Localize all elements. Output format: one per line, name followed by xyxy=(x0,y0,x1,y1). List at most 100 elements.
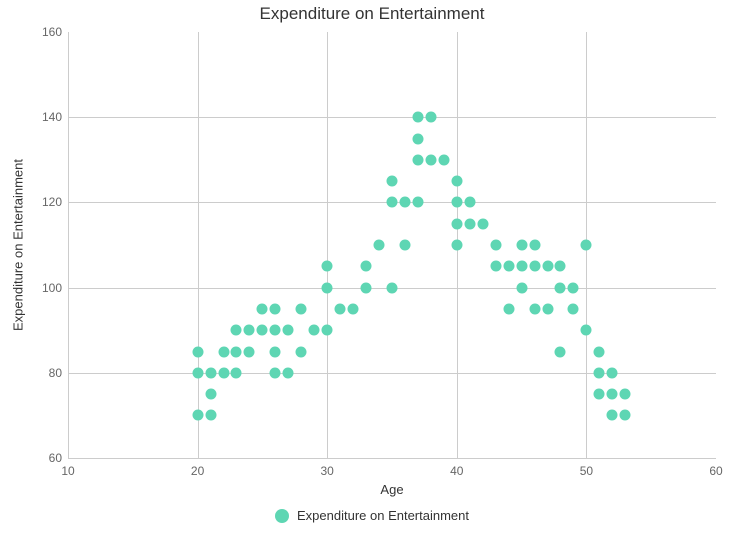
data-point xyxy=(218,346,229,357)
data-point xyxy=(555,346,566,357)
data-point xyxy=(205,410,216,421)
legend-label: Expenditure on Entertainment xyxy=(297,508,469,523)
gridline-horizontal xyxy=(68,117,716,118)
legend-swatch-icon xyxy=(275,509,289,523)
data-point xyxy=(555,261,566,272)
data-point xyxy=(231,367,242,378)
data-point xyxy=(451,197,462,208)
data-point xyxy=(451,240,462,251)
data-point xyxy=(568,303,579,314)
data-point xyxy=(412,133,423,144)
data-point xyxy=(568,282,579,293)
data-point xyxy=(516,261,527,272)
gridline-horizontal xyxy=(68,373,716,374)
y-tick-label: 60 xyxy=(40,451,62,465)
data-point xyxy=(231,346,242,357)
data-point xyxy=(425,112,436,123)
y-axis-label: Expenditure on Entertainment xyxy=(11,159,26,331)
x-tick-label: 50 xyxy=(580,464,593,478)
x-axis-line xyxy=(68,458,716,459)
data-point xyxy=(322,282,333,293)
data-point xyxy=(270,367,281,378)
data-point xyxy=(399,197,410,208)
data-point xyxy=(283,367,294,378)
data-point xyxy=(451,176,462,187)
data-point xyxy=(516,282,527,293)
x-tick-label: 30 xyxy=(321,464,334,478)
data-point xyxy=(387,282,398,293)
data-point xyxy=(283,325,294,336)
data-point xyxy=(490,240,501,251)
data-point xyxy=(594,367,605,378)
data-point xyxy=(620,410,631,421)
data-point xyxy=(620,389,631,400)
y-tick-label: 160 xyxy=(40,25,62,39)
data-point xyxy=(529,240,540,251)
data-point xyxy=(607,389,618,400)
data-point xyxy=(529,303,540,314)
data-point xyxy=(361,261,372,272)
y-tick-label: 120 xyxy=(40,195,62,209)
data-point xyxy=(387,176,398,187)
x-tick-label: 40 xyxy=(450,464,463,478)
data-point xyxy=(594,346,605,357)
data-point xyxy=(464,218,475,229)
gridline-vertical xyxy=(327,32,328,458)
data-point xyxy=(309,325,320,336)
y-tick-label: 80 xyxy=(40,366,62,380)
x-axis-label: Age xyxy=(380,482,403,497)
data-point xyxy=(594,389,605,400)
data-point xyxy=(555,282,566,293)
plot-area xyxy=(68,32,716,458)
data-point xyxy=(192,346,203,357)
gridline-vertical xyxy=(198,32,199,458)
data-point xyxy=(542,303,553,314)
legend-item: Expenditure on Entertainment xyxy=(275,508,469,523)
data-point xyxy=(348,303,359,314)
data-point xyxy=(218,367,229,378)
data-point xyxy=(399,240,410,251)
data-point xyxy=(425,154,436,165)
data-point xyxy=(387,197,398,208)
data-point xyxy=(529,261,540,272)
chart-legend: Expenditure on Entertainment xyxy=(0,508,744,528)
data-point xyxy=(490,261,501,272)
data-point xyxy=(542,261,553,272)
data-point xyxy=(257,325,268,336)
data-point xyxy=(581,325,592,336)
data-point xyxy=(438,154,449,165)
data-point xyxy=(361,282,372,293)
x-tick-label: 10 xyxy=(61,464,74,478)
data-point xyxy=(322,325,333,336)
data-point xyxy=(231,325,242,336)
data-point xyxy=(205,389,216,400)
data-point xyxy=(270,346,281,357)
data-point xyxy=(503,303,514,314)
data-point xyxy=(412,197,423,208)
chart-title: Expenditure on Entertainment xyxy=(0,4,744,24)
data-point xyxy=(412,154,423,165)
data-point xyxy=(244,346,255,357)
data-point xyxy=(322,261,333,272)
data-point xyxy=(516,240,527,251)
data-point xyxy=(192,367,203,378)
data-point xyxy=(581,240,592,251)
data-point xyxy=(374,240,385,251)
data-point xyxy=(205,367,216,378)
data-point xyxy=(503,261,514,272)
data-point xyxy=(464,197,475,208)
data-point xyxy=(607,410,618,421)
data-point xyxy=(412,112,423,123)
data-point xyxy=(477,218,488,229)
data-point xyxy=(296,303,307,314)
data-point xyxy=(192,410,203,421)
x-tick-label: 20 xyxy=(191,464,204,478)
data-point xyxy=(257,303,268,314)
data-point xyxy=(607,367,618,378)
y-tick-label: 100 xyxy=(40,281,62,295)
y-tick-label: 140 xyxy=(40,110,62,124)
data-point xyxy=(335,303,346,314)
data-point xyxy=(270,303,281,314)
x-tick-label: 60 xyxy=(709,464,722,478)
data-point xyxy=(296,346,307,357)
